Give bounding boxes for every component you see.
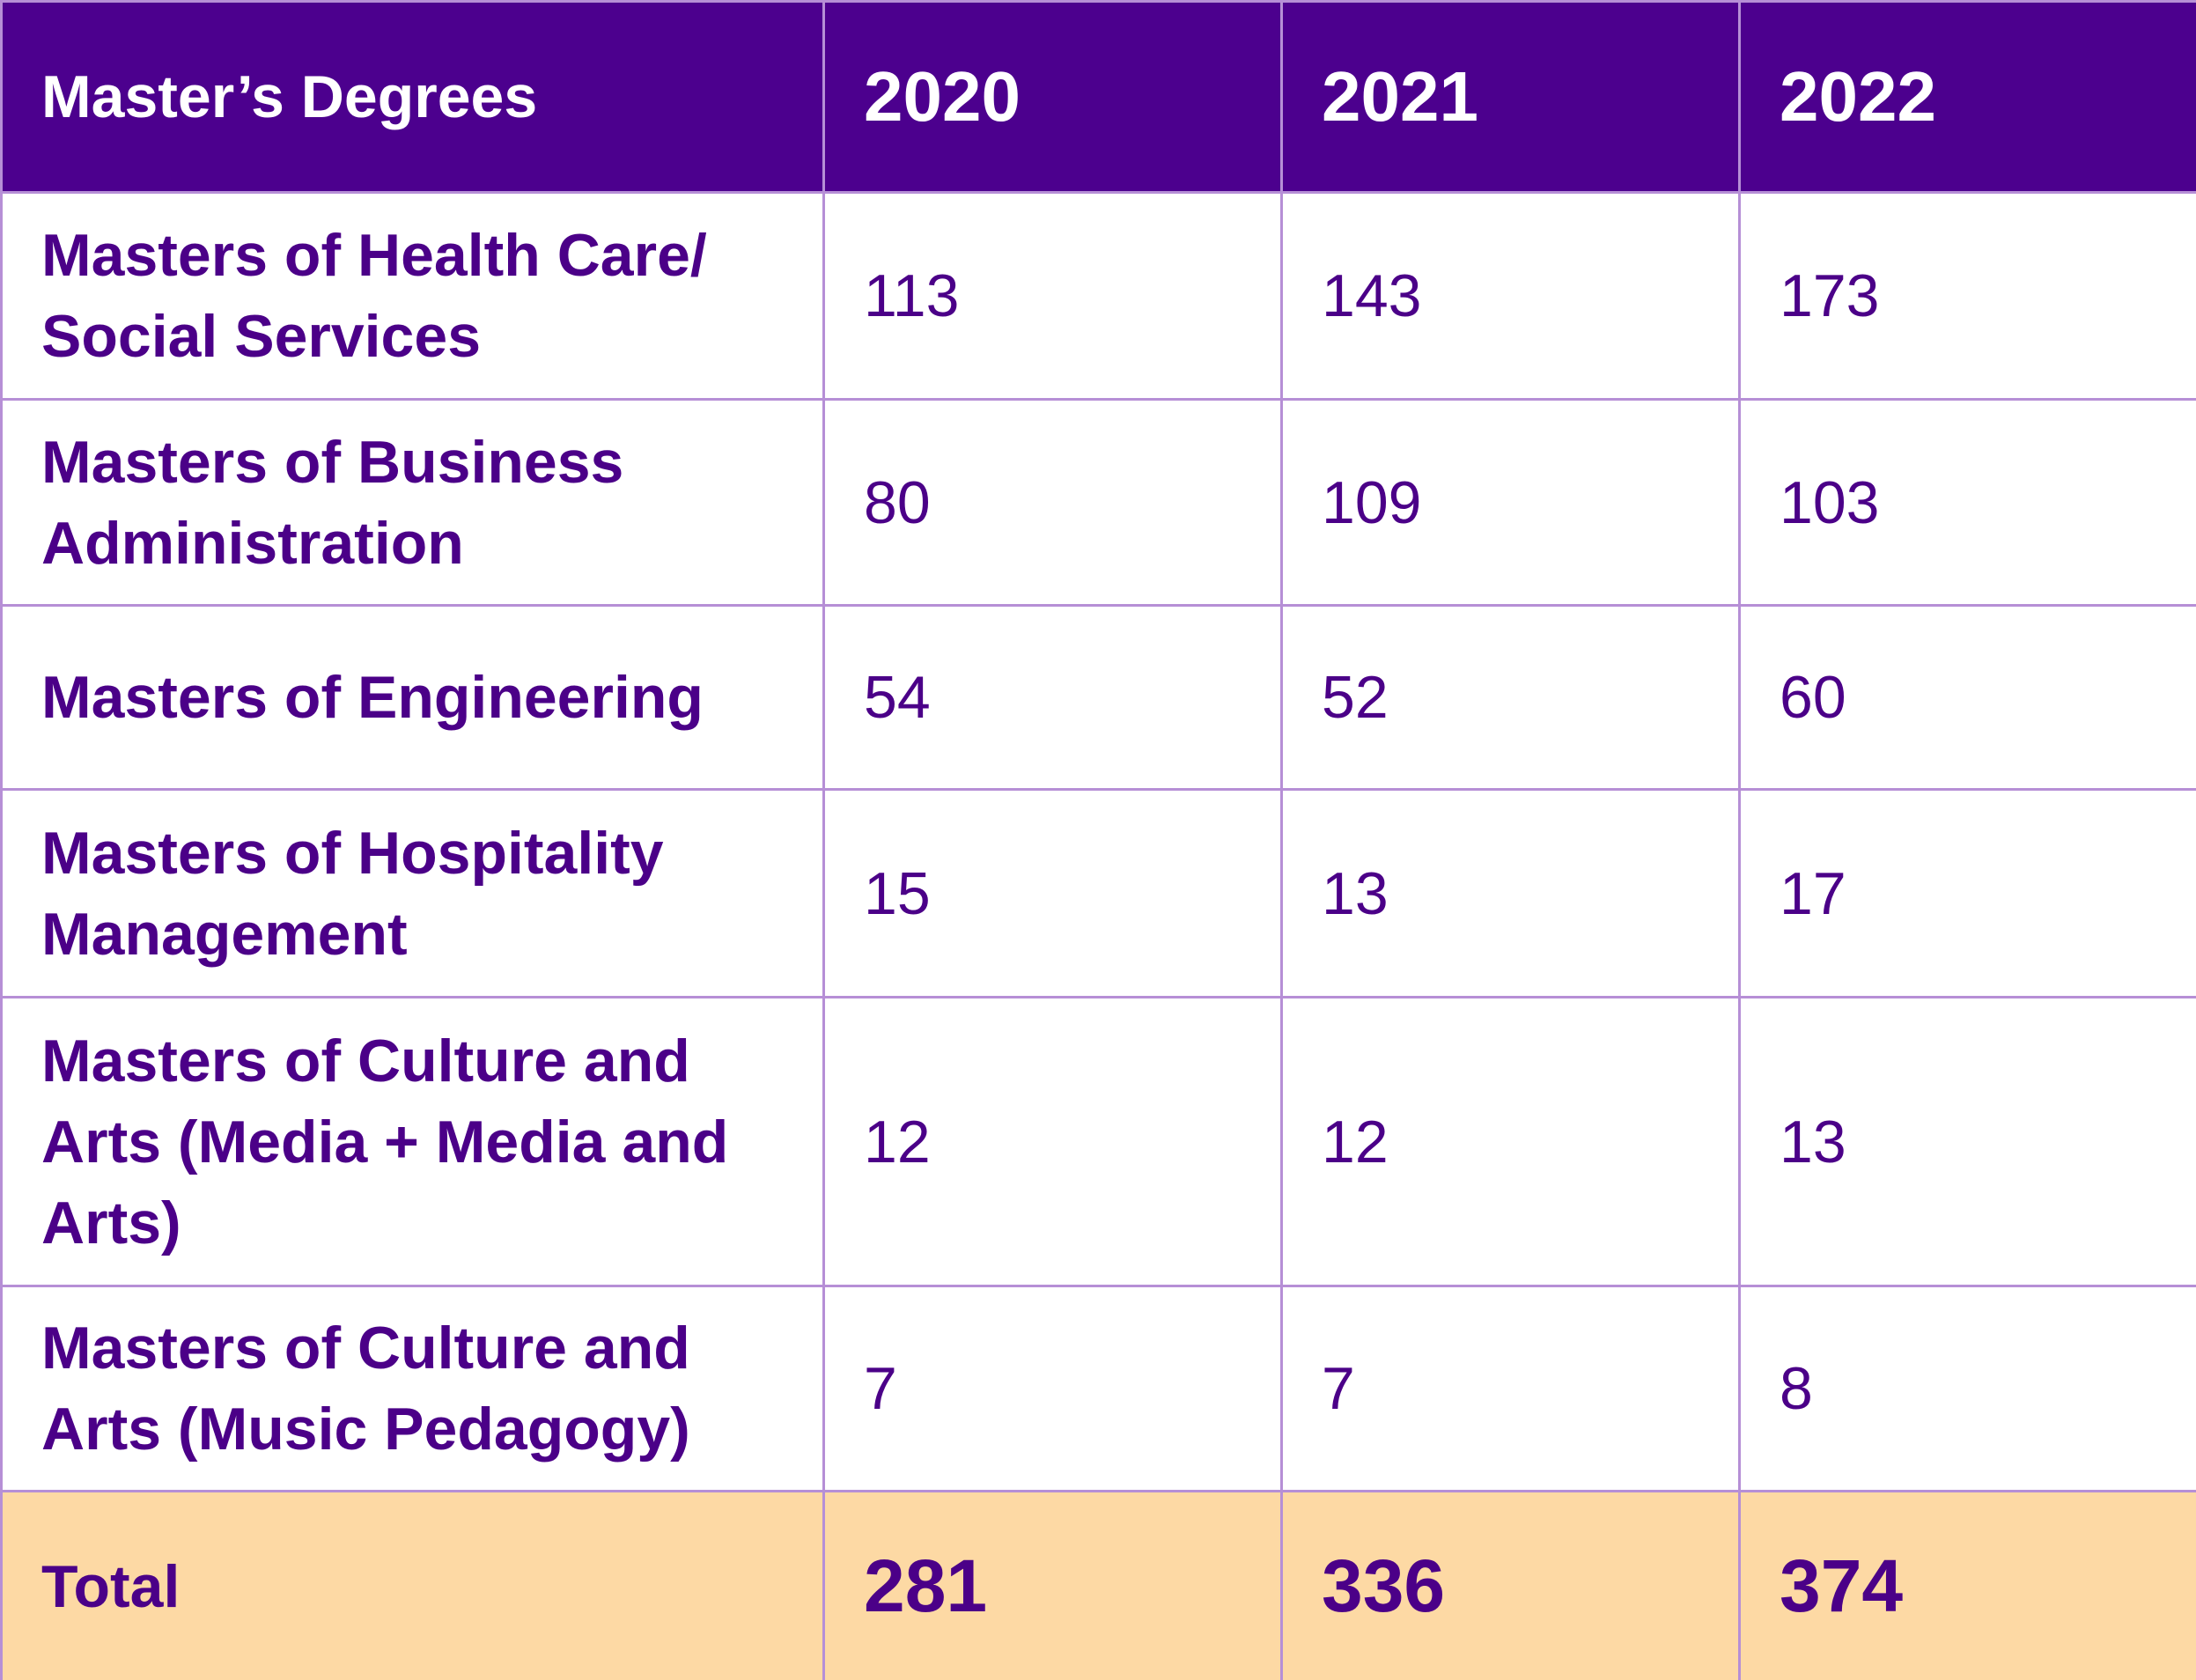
table-row: Masters of Culture and Arts (Music Pedag… — [0, 1285, 2196, 1492]
cell-value: 13 — [1280, 788, 1741, 998]
cell-value: 103 — [1738, 398, 2196, 607]
cell-value: 173 — [1738, 191, 2196, 401]
cell-value: 8 — [1738, 1285, 2196, 1492]
cell-value: 7 — [822, 1285, 1283, 1492]
cell-value: 2020 — [822, 0, 1283, 194]
cell-value: 143 — [1280, 191, 1741, 401]
cell-value: 12 — [1280, 996, 1741, 1287]
cell-value: 54 — [822, 604, 1283, 791]
cell-value: 374 — [1738, 1490, 2196, 1680]
row-label: Master’s Degrees — [0, 0, 825, 194]
table-row: Masters of Health Care/ Social Services 1… — [0, 191, 2196, 401]
cell-value: 80 — [822, 398, 1283, 607]
table-row: Masters of Engineering 54 52 60 — [0, 604, 2196, 791]
row-label: Total — [0, 1490, 825, 1680]
cell-value: 113 — [822, 191, 1283, 401]
cell-value: 52 — [1280, 604, 1741, 791]
row-label: Masters of Culture and Arts (Media + Med… — [0, 996, 825, 1287]
cell-value: 15 — [822, 788, 1283, 998]
row-label: Masters of Health Care/ Social Services — [0, 191, 825, 401]
cell-value: 13 — [1738, 996, 2196, 1287]
cell-value: 2021 — [1280, 0, 1741, 194]
cell-value: 336 — [1280, 1490, 1741, 1680]
header-row: Master’s Degrees 2020 2021 2022 — [0, 0, 2196, 194]
table-row: Masters of Business Administration 80 109 1… — [0, 398, 2196, 607]
cell-value: 17 — [1738, 788, 2196, 998]
cell-value: 60 — [1738, 604, 2196, 791]
cell-value: 2022 — [1738, 0, 2196, 194]
table-row: Masters of Culture and Arts (Media + Med… — [0, 996, 2196, 1287]
row-label: Masters of Business Administration — [0, 398, 825, 607]
cell-value: 7 — [1280, 1285, 1741, 1492]
row-label: Masters of Hospitality Management — [0, 788, 825, 998]
cell-value: 281 — [822, 1490, 1283, 1680]
row-label: Masters of Engineering — [0, 604, 825, 791]
cell-value: 12 — [822, 996, 1283, 1287]
total-row: Total 281 336 374 — [0, 1490, 2196, 1680]
row-label: Masters of Culture and Arts (Music Pedag… — [0, 1285, 825, 1492]
cell-value: 109 — [1280, 398, 1741, 607]
table-row: Masters of Hospitality Management 15 13 17 — [0, 788, 2196, 998]
